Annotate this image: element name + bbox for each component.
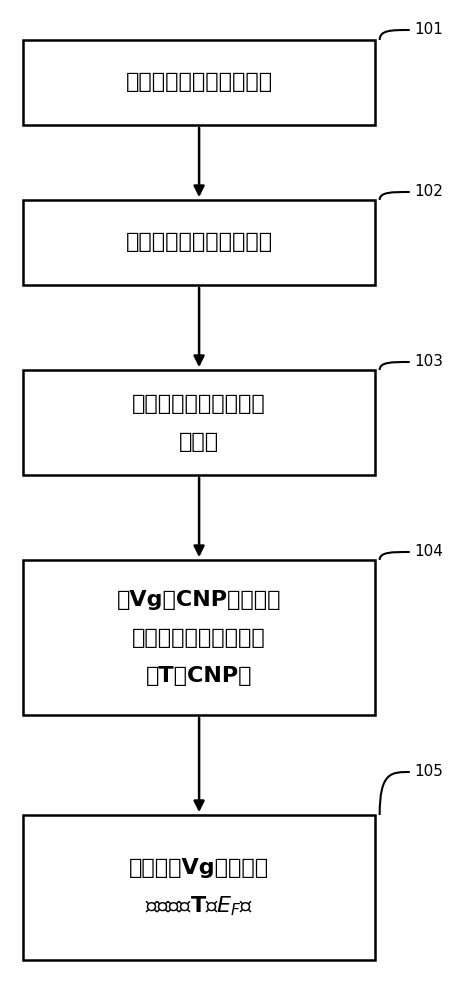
Text: 集消光谱$\mathbf{T}$（$E_{F}$）: 集消光谱$\mathbf{T}$（$E_{F}$） [145,895,253,918]
Text: 105: 105 [414,764,443,780]
Text: 制作石墨烯等离激元器件: 制作石墨烯等离激元器件 [125,73,273,93]
Bar [23,40,375,125]
Text: 待测物质置于石墨烯之上: 待测物质置于石墨烯之上 [125,232,273,252]
Text: 对石墨烯微结构进行电: 对石墨烯微结构进行电 [132,393,266,414]
Text: 103: 103 [414,355,444,369]
Text: 104: 104 [414,544,443,560]
Text: 谱T（CNP）: 谱T（CNP） [146,666,252,686]
Text: 102: 102 [414,184,443,200]
Text: 以Vg（CNP）的电压: 以Vg（CNP）的电压 [117,590,282,610]
Text: 学测试: 学测试 [179,432,219,452]
Bar [23,370,375,475]
Bar [23,815,375,960]
Bar [23,560,375,715]
Text: 101: 101 [414,22,443,37]
Bar [23,200,375,285]
Text: 调节电压Vg，再次采: 调节电压Vg，再次采 [129,858,269,879]
Text: 为检测背景，采集消光: 为检测背景，采集消光 [132,628,266,648]
